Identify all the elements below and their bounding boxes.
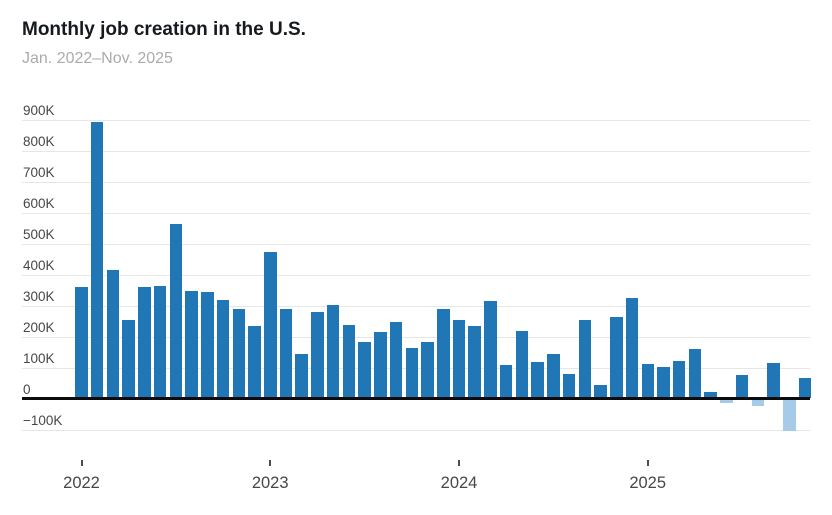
bar-sep-2022 xyxy=(201,292,214,399)
bar-nov-2023 xyxy=(421,341,434,399)
y-axis-label-800k: 800K xyxy=(23,133,55,149)
x-axis-tick-2023 xyxy=(269,460,272,466)
bar-dec-2024 xyxy=(625,298,639,399)
chart-title: Monthly job creation in the U.S. xyxy=(22,19,306,40)
bar-jul-2025 xyxy=(735,375,749,399)
bar-sep-2023 xyxy=(389,321,403,399)
bar-jan-2024 xyxy=(452,320,466,399)
bar-may-2025 xyxy=(704,391,717,399)
y-axis-label-900k: 900K xyxy=(23,102,55,118)
y-axis-label-400k: 400K xyxy=(23,257,55,273)
bar-apr-2022 xyxy=(122,320,135,399)
bar-jan-2022 xyxy=(75,287,88,399)
y-axis-label-700k: 700K xyxy=(23,164,55,180)
bar-jun-2025 xyxy=(720,398,733,404)
bar-jun-2024 xyxy=(531,361,544,399)
bar-mar-2024 xyxy=(484,301,497,399)
gridline-300k xyxy=(22,305,810,307)
bar-jul-2024 xyxy=(547,354,560,399)
y-axis-label-500k: 500K xyxy=(23,226,55,242)
bar-sep-2024 xyxy=(578,320,592,399)
bar-apr-2024 xyxy=(499,364,513,399)
gridline-600k xyxy=(22,212,810,214)
bar-apr-2023 xyxy=(311,312,324,399)
bar-mar-2025 xyxy=(672,361,686,399)
y-axis-label-200k: 200K xyxy=(23,319,55,335)
bar-nov-2022 xyxy=(232,309,245,399)
bar-feb-2022 xyxy=(90,121,104,399)
bar-jan-2023 xyxy=(264,251,277,399)
gridline--100k xyxy=(22,429,810,431)
bar-dec-2023 xyxy=(437,309,450,399)
y-axis-label-600k: 600K xyxy=(23,195,55,211)
y-axis-label-0: 0 xyxy=(23,381,31,397)
bar-oct-2023 xyxy=(405,347,418,399)
bar-jul-2022 xyxy=(169,223,183,399)
gridline-400k xyxy=(22,274,810,276)
y-axis-label-300k: 300K xyxy=(23,288,55,304)
y-axis-label-100k: −100K xyxy=(23,412,63,428)
bar-aug-2022 xyxy=(185,290,198,399)
bar-jun-2022 xyxy=(153,285,167,399)
bar-aug-2024 xyxy=(562,374,576,399)
x-axis-tick-2024 xyxy=(458,460,460,466)
gridline-900k xyxy=(22,119,810,121)
bar-apr-2025 xyxy=(688,349,702,399)
bar-mar-2022 xyxy=(106,270,120,399)
bar-jan-2025 xyxy=(641,364,654,399)
x-axis-label-2025: 2025 xyxy=(629,474,667,492)
bar-aug-2025 xyxy=(751,398,765,407)
gridline-500k xyxy=(22,243,810,245)
bar-may-2022 xyxy=(138,287,151,399)
zero-axis-line xyxy=(22,397,810,400)
gridline-200k xyxy=(22,336,810,338)
bar-mar-2023 xyxy=(295,354,308,399)
bar-oct-2024 xyxy=(594,385,607,399)
y-axis-label-100k: 100K xyxy=(23,350,55,366)
x-axis-label-2023: 2023 xyxy=(251,474,289,492)
bar-nov-2024 xyxy=(610,316,623,399)
x-axis-label-2024: 2024 xyxy=(440,474,478,492)
gridline-800k xyxy=(22,150,810,152)
bar-feb-2024 xyxy=(468,326,481,399)
bar-may-2023 xyxy=(326,304,340,399)
bar-oct-2025 xyxy=(783,398,796,431)
chart-subtitle: Jan. 2022–Nov. 2025 xyxy=(22,50,173,67)
bar-jun-2023 xyxy=(342,324,356,399)
bar-dec-2022 xyxy=(248,326,261,399)
bar-feb-2023 xyxy=(279,309,293,399)
bar-oct-2022 xyxy=(216,299,230,399)
bar-nov-2025 xyxy=(798,377,812,399)
x-axis-tick-2022 xyxy=(80,460,83,466)
bar-aug-2023 xyxy=(374,332,387,399)
x-axis-label-2022: 2022 xyxy=(63,474,100,492)
x-axis-tick-2025 xyxy=(646,460,649,466)
gridline-700k xyxy=(22,181,810,183)
bar-jul-2023 xyxy=(358,341,371,399)
bar-may-2024 xyxy=(515,330,529,399)
bar-feb-2025 xyxy=(657,366,670,399)
bar-sep-2025 xyxy=(767,363,780,399)
